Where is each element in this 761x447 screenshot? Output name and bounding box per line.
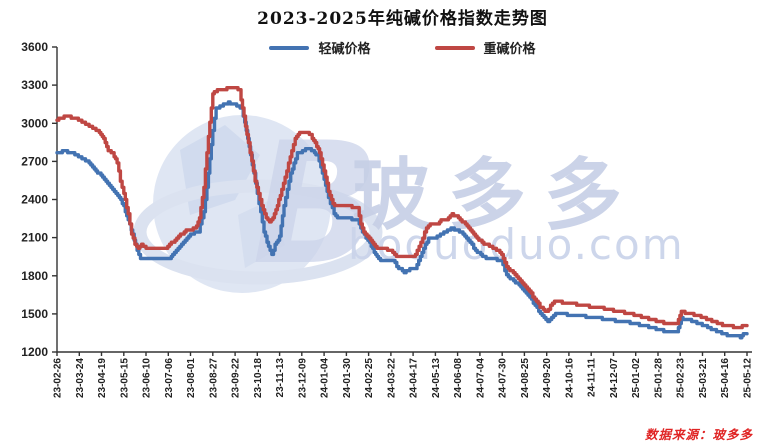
axes [52, 46, 752, 356]
light-series-label: 轻碱价格 [318, 42, 371, 57]
x-axis-labels: 23-02-26 23-03-24 23-04-19 23-05-15 23-06-10… [53, 358, 754, 398]
svg-text:25-01-02: 25-01-02 [631, 358, 642, 398]
heavy-series-label: 重碱价格 [483, 42, 536, 57]
legend-item-light-soda: 轻碱价格 [269, 38, 371, 57]
svg-text:24-05-13: 24-05-13 [431, 358, 442, 398]
svg-text:23-10-18: 23-10-18 [253, 358, 264, 398]
chart-legend: 轻碱价格 重碱价格 [22, 38, 761, 57]
svg-text:23-09-22: 23-09-22 [231, 358, 242, 398]
svg-text:24-01-30: 24-01-30 [342, 358, 353, 398]
svg-text:24-02-25: 24-02-25 [364, 358, 375, 398]
svg-text:24-11-11: 24-11-11 [587, 358, 598, 397]
svg-text:24-04-17: 24-04-17 [409, 358, 420, 398]
svg-text:25-05-12: 25-05-12 [743, 358, 754, 398]
heavy-series-swatch [434, 45, 475, 50]
svg-text:23-12-09: 23-12-09 [297, 358, 308, 398]
svg-text:24-03-22: 24-03-22 [386, 358, 397, 398]
watermark-domain-text: boduoduo.com [348, 220, 685, 269]
watermark-cn-text: 玻多多 [352, 151, 640, 241]
svg-text:23-11-13: 23-11-13 [275, 358, 286, 398]
svg-text:24-06-08: 24-06-08 [453, 358, 464, 398]
svg-text:3300: 3300 [21, 78, 48, 92]
svg-text:24-07-04: 24-07-04 [475, 358, 486, 398]
data-source-note: 数据来源：玻多多 [644, 427, 753, 442]
svg-text:24-09-20: 24-09-20 [542, 358, 553, 398]
svg-text:2400: 2400 [21, 193, 48, 207]
svg-text:2700: 2700 [21, 154, 48, 168]
svg-text:23-06-10: 23-06-10 [142, 358, 153, 398]
svg-text:24-08-25: 24-08-25 [520, 358, 531, 398]
svg-text:23-03-24: 23-03-24 [75, 358, 86, 398]
svg-text:24-12-07: 24-12-07 [609, 358, 620, 398]
light-series-swatch [269, 45, 310, 50]
svg-text:23-08-01: 23-08-01 [186, 358, 197, 398]
svg-text:25-02-23: 25-02-23 [676, 358, 687, 398]
watermark-letter-b: B [252, 106, 380, 302]
svg-text:1200: 1200 [21, 345, 48, 359]
svg-text:24-01-04: 24-01-04 [320, 358, 331, 398]
legend-item-heavy-soda: 重碱价格 [434, 38, 536, 57]
svg-text:23-08-27: 23-08-27 [208, 358, 219, 398]
svg-text:23-04-19: 23-04-19 [97, 358, 108, 398]
svg-text:2100: 2100 [21, 231, 48, 245]
y-axis-labels: 1200 1500 1800 2100 2400 2700 3000 3300 3600 [21, 40, 48, 359]
chart-title: 2023-2025年纯碱价格指数走势图 [257, 9, 548, 29]
svg-text:24-10-16: 24-10-16 [564, 358, 575, 398]
svg-text:24-07-30: 24-07-30 [498, 358, 509, 398]
svg-text:23-02-26: 23-02-26 [53, 358, 64, 398]
svg-text:3000: 3000 [21, 116, 48, 130]
svg-text:25-01-28: 25-01-28 [654, 358, 665, 398]
svg-text:1800: 1800 [21, 269, 48, 283]
svg-text:25-04-16: 25-04-16 [720, 358, 731, 398]
svg-text:1500: 1500 [21, 307, 48, 321]
svg-text:23-05-15: 23-05-15 [119, 358, 130, 398]
svg-text:3600: 3600 [21, 40, 48, 54]
heavy-soda-line [55, 86, 749, 330]
svg-text:23-07-06: 23-07-06 [164, 358, 175, 398]
svg-text:25-03-21: 25-03-21 [698, 358, 709, 398]
